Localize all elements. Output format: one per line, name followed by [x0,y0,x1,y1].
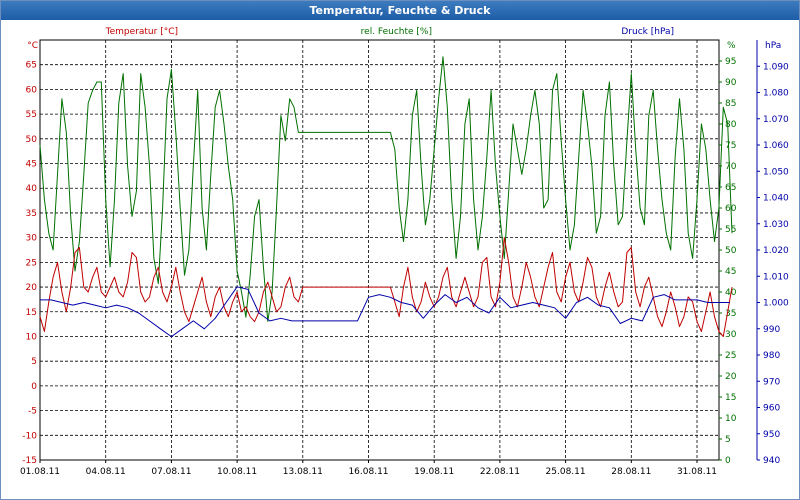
x-tick-label: 25.08.11 [546,467,586,477]
left-tick-label: 60 [26,85,38,95]
left-tick-label: -15 [22,456,37,466]
temperature-line [39,237,733,337]
middle-tick-label: 85 [725,99,736,109]
left-tick-label: 50 [26,135,38,145]
left-tick-label: 55 [26,110,37,120]
middle-tick-label: 50 [725,246,737,256]
left-tick-label: 45 [26,160,37,170]
middle-tick-label: 70 [725,162,737,172]
left-tick-label: -5 [28,407,37,417]
middle-tick-label: 20 [725,372,737,382]
x-tick-label: 10.08.11 [217,467,257,477]
middle-tick-label: 0 [725,456,731,466]
right-tick-label: 1.040 [763,194,789,204]
right-tick-label: 1.010 [763,272,789,282]
right-tick-label: 940 [763,456,780,466]
left-tick-label: 0 [31,382,37,392]
x-tick-label: 22.08.11 [480,467,520,477]
left-tick-label: 25 [26,258,37,268]
x-tick-label: 01.08.11 [20,467,60,477]
x-tick-label: 19.08.11 [414,467,454,477]
middle-tick-label: 5 [725,435,731,445]
right-tick-label: 1.090 [763,62,789,72]
middle-tick-label: 75 [725,141,736,151]
x-tick-label: 28.08.11 [611,467,651,477]
left-tick-label: 20 [26,283,38,293]
legend-humidity: rel. Feuchte [%] [361,27,432,37]
left-tick-label: 5 [31,357,37,367]
right-tick-label: 1.050 [763,167,789,177]
legend-pressure: Druck [hPa] [621,27,674,37]
right-tick-label: 980 [763,351,780,361]
series-lines [39,56,733,338]
middle-tick-label: 55 [725,225,736,235]
left-axis-unit: °C [27,41,38,51]
tick-labels: -15 -10 -5 0 5 10 15 20 25 30 35 40 45 50 55 60 65 0 5 10 15… [20,57,789,477]
left-tick-label: 30 [26,234,38,244]
x-tick-label: 07.08.11 [151,467,191,477]
x-tick-label: 31.08.11 [677,467,717,477]
right-axis-unit: hPa [765,41,781,51]
right-tick-label: 960 [763,404,780,414]
pressure-line [40,286,730,338]
middle-axis-unit: % [727,41,736,51]
x-tick-label: 04.08.11 [86,467,126,477]
left-tick-label: 40 [26,184,38,194]
grid [39,39,760,463]
middle-tick-label: 25 [725,351,736,361]
right-tick-label: 1.060 [763,141,789,151]
humidity-line [39,56,733,322]
right-tick-label: 1.070 [763,115,789,125]
middle-tick-label: 35 [725,309,736,319]
x-tick-label: 16.08.11 [348,467,388,477]
right-tick-label: 970 [763,377,780,387]
middle-tick-label: 30 [725,330,737,340]
left-tick-label: 10 [26,332,38,342]
middle-tick-label: 10 [725,414,737,424]
window-title: Temperatur, Feuchte & Druck [1,1,799,20]
legend-temperature: Temperatur [°C] [105,27,178,37]
right-tick-label: 1.000 [763,299,789,309]
middle-tick-label: 15 [725,393,736,403]
middle-tick-label: 90 [725,78,737,88]
middle-tick-label: 65 [725,183,736,193]
right-tick-label: 990 [763,325,780,335]
middle-tick-label: 80 [725,120,737,130]
x-tick-label: 13.08.11 [283,467,323,477]
left-tick-label: 35 [26,209,37,219]
right-tick-label: 950 [763,430,780,440]
right-tick-label: 1.020 [763,246,789,256]
plot-frame [39,39,720,461]
middle-tick-label: 45 [725,267,736,277]
right-tick-label: 1.030 [763,220,789,230]
left-tick-label: -10 [22,431,37,441]
right-tick-label: 1.080 [763,89,789,99]
middle-tick-label: 95 [725,57,736,67]
left-tick-label: 15 [26,308,37,318]
left-tick-label: 65 [26,61,37,71]
